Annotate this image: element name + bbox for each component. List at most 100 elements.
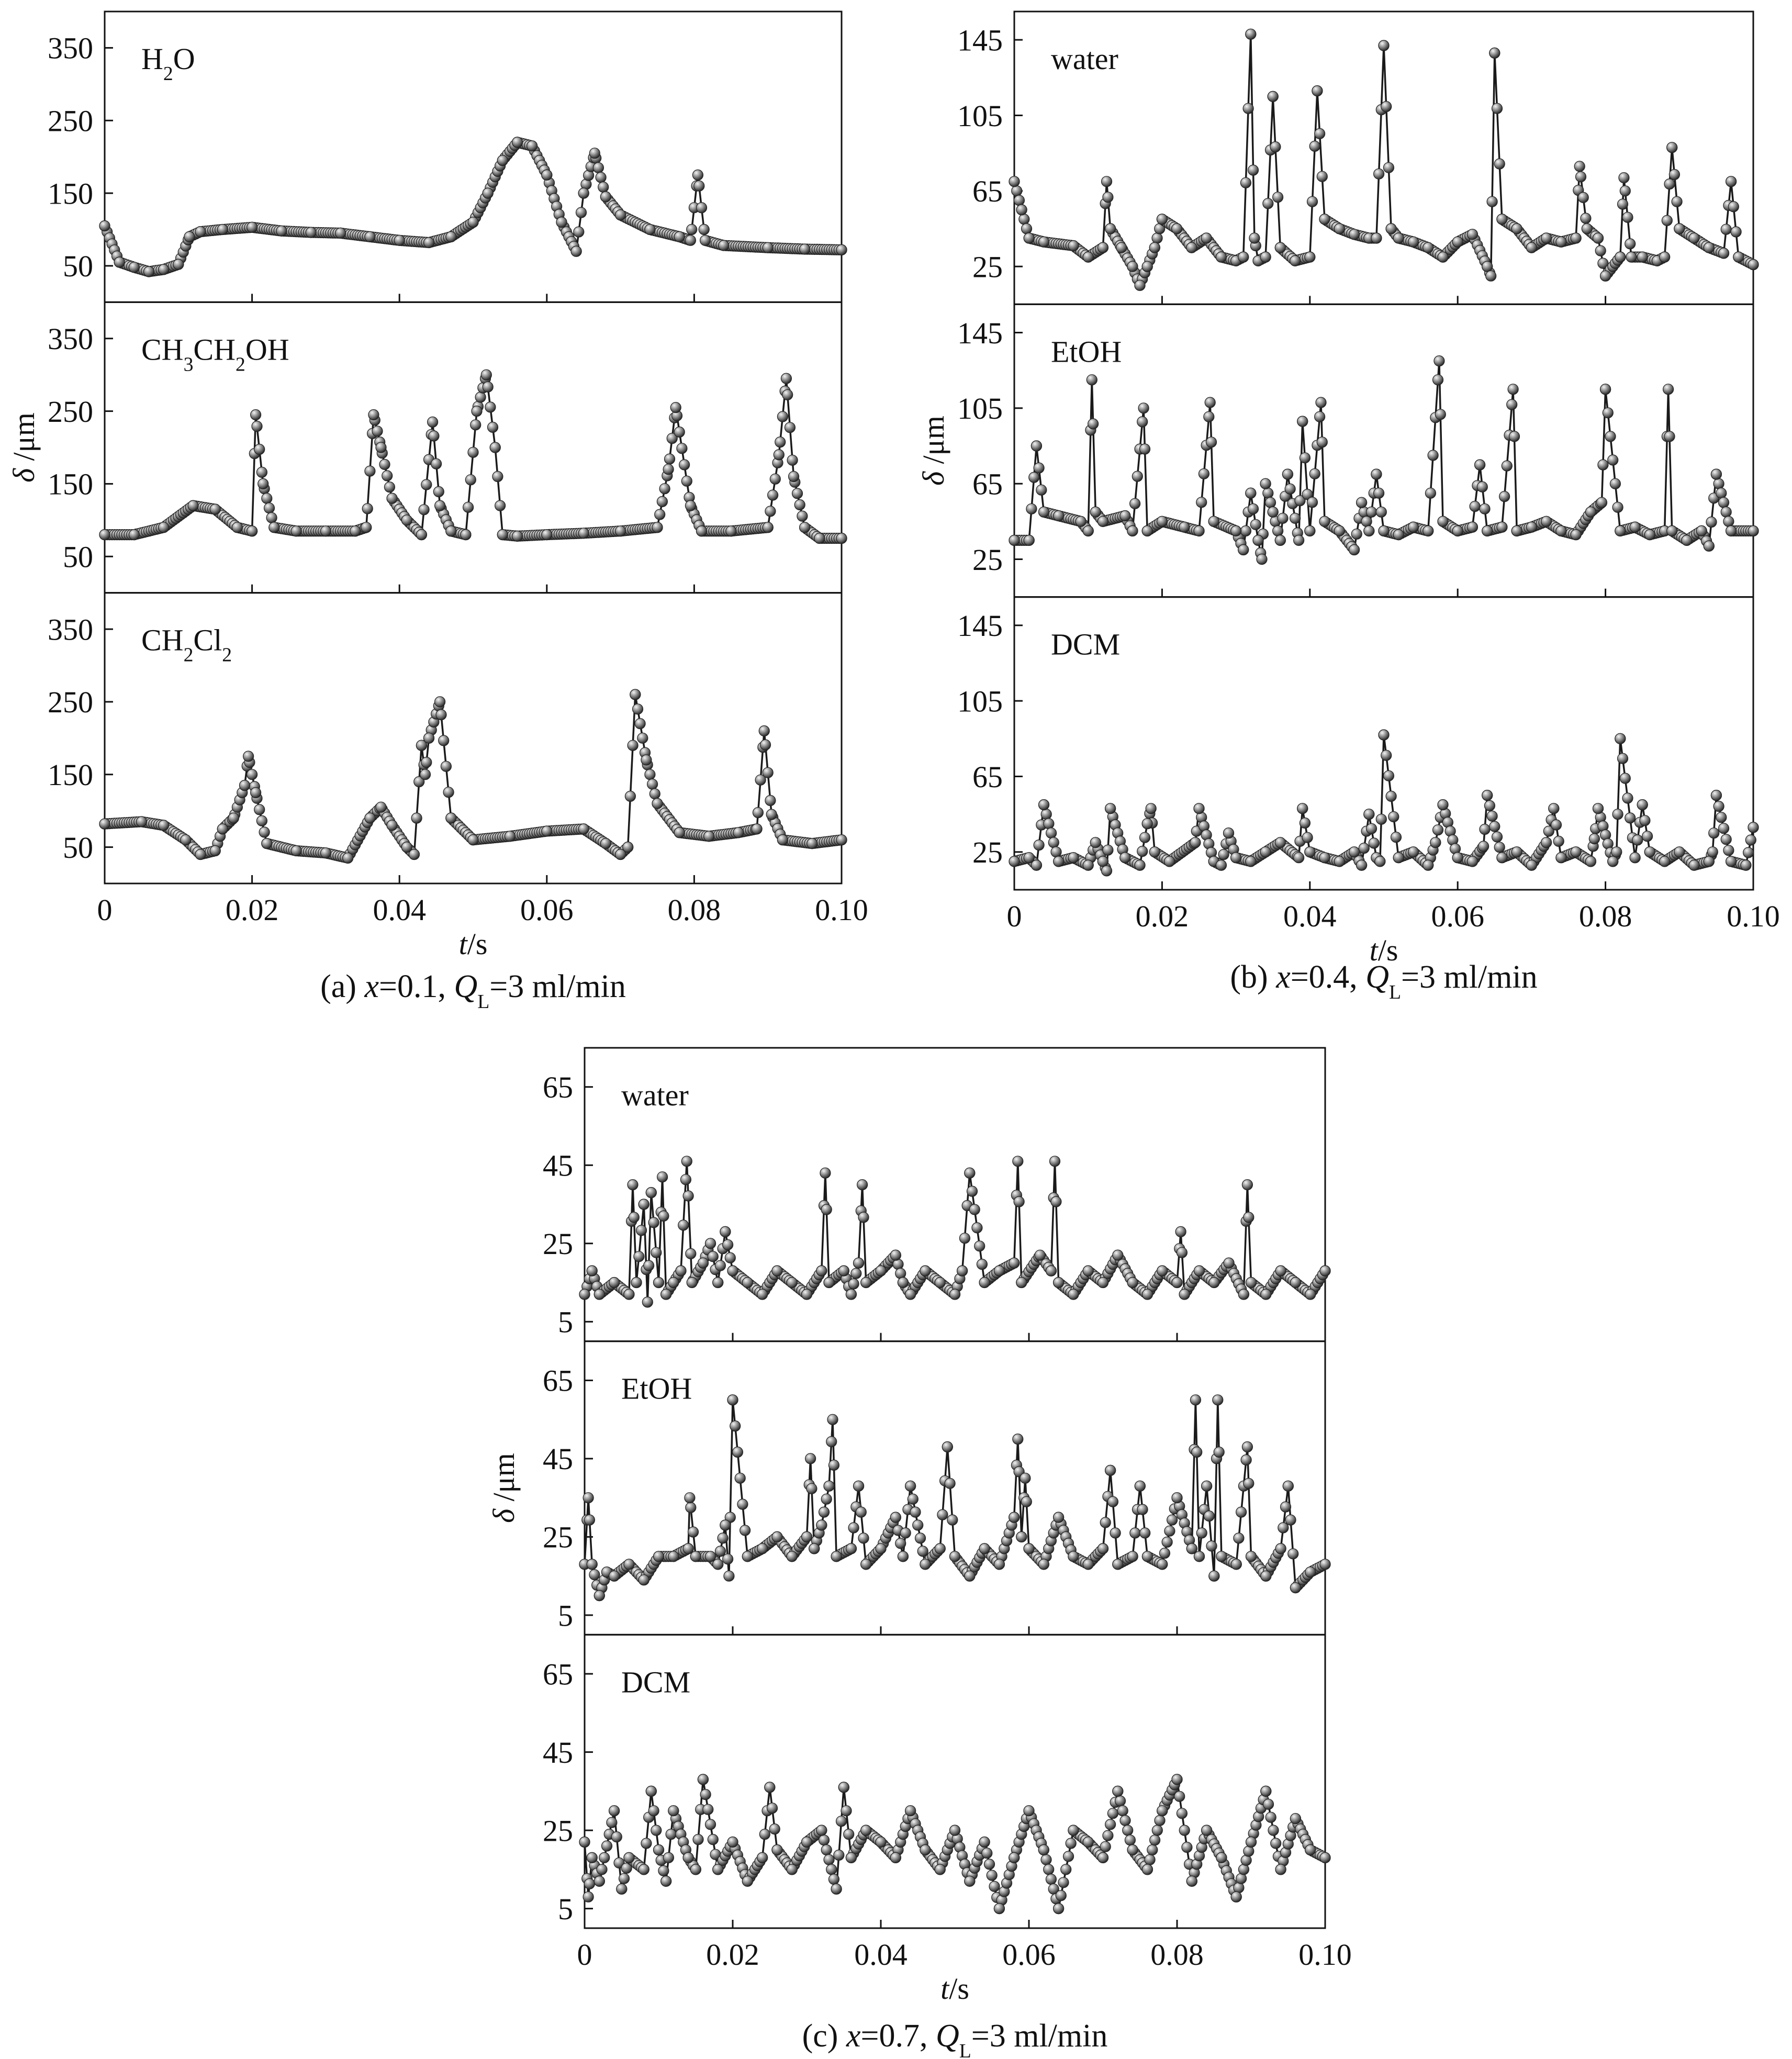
data-point: [586, 1265, 598, 1277]
caption-prefix: (b): [1230, 959, 1276, 995]
data-point: [1068, 1289, 1079, 1300]
data-point: [579, 1289, 590, 1300]
data-point: [1491, 831, 1503, 843]
data-point: [900, 1527, 911, 1539]
data-point: [1190, 1394, 1201, 1406]
data-point: [1619, 773, 1631, 784]
data-point: [1302, 488, 1313, 500]
data-point: [680, 1174, 692, 1185]
data-point: [820, 1167, 831, 1179]
data-point: [1016, 1531, 1027, 1542]
data-point: [1040, 809, 1052, 820]
data-point: [608, 1277, 620, 1289]
data-point: [762, 522, 774, 533]
data-point: [1580, 212, 1592, 224]
data-point: [1236, 1873, 1247, 1884]
x-tick-label: 0.02: [1136, 899, 1189, 933]
data-point: [1305, 1844, 1316, 1856]
data-point: [254, 804, 265, 815]
data-point: [1688, 232, 1700, 244]
data-point: [1023, 852, 1035, 864]
caption-q-sub: L: [477, 991, 489, 1013]
y-tick-label: 150: [48, 176, 93, 210]
data-point: [787, 454, 798, 466]
data-point: [1082, 859, 1094, 871]
y-tick-label: 5: [558, 1305, 573, 1339]
data-point: [1245, 1277, 1257, 1289]
data-point: [1368, 837, 1380, 849]
data-point: [1230, 525, 1242, 537]
data-point: [1720, 223, 1732, 235]
data-point: [1107, 1496, 1118, 1507]
data-point: [959, 1233, 971, 1244]
data-point: [583, 1492, 594, 1504]
data-point: [1204, 397, 1216, 408]
data-point: [1541, 516, 1552, 527]
data-point: [1275, 1543, 1286, 1554]
data-point: [1595, 245, 1606, 256]
y-tick-label: 25: [972, 835, 1003, 869]
data-point: [1466, 521, 1478, 533]
data-point: [1681, 534, 1693, 546]
data-point: [1107, 1808, 1118, 1819]
data-point: [897, 1277, 909, 1289]
data-point: [1223, 827, 1235, 839]
data-point: [1203, 411, 1215, 422]
data-point: [1617, 753, 1629, 764]
y-axis-var: δ: [7, 468, 41, 483]
data-point: [964, 1875, 976, 1887]
data-point: [256, 466, 267, 478]
data-point: [1193, 1265, 1205, 1277]
data-point: [780, 373, 792, 384]
data-point: [1124, 1834, 1136, 1846]
data-point: [1494, 158, 1505, 170]
data-point: [1171, 223, 1183, 234]
data-point: [1090, 506, 1101, 518]
data-point: [989, 1881, 1000, 1892]
data-point: [804, 1453, 816, 1464]
data-point: [1193, 1551, 1205, 1562]
data-point: [1090, 837, 1101, 848]
data-point: [848, 1522, 859, 1534]
data-point: [1105, 1464, 1116, 1476]
data-point: [807, 837, 818, 849]
data-point: [1141, 1289, 1153, 1300]
data-point: [622, 841, 634, 853]
data-point: [1268, 1825, 1279, 1836]
data-point: [875, 1836, 887, 1848]
data-point: [1373, 168, 1385, 180]
data-point: [762, 242, 774, 253]
data-point: [470, 419, 481, 431]
data-point: [838, 1265, 849, 1277]
data-point: [1393, 232, 1404, 244]
data-point: [836, 244, 847, 255]
data-point: [195, 848, 206, 860]
data-point: [596, 1864, 608, 1875]
data-point: [833, 1849, 845, 1861]
data-point: [1710, 468, 1722, 480]
y-tick-label: 250: [48, 395, 93, 429]
x-tick-label: 0: [577, 1938, 592, 1972]
data-point: [1112, 1559, 1124, 1570]
data-point: [1105, 1819, 1116, 1830]
data-point: [1252, 534, 1264, 546]
data-point: [816, 1825, 827, 1836]
data-point: [1241, 1179, 1253, 1191]
data-point: [611, 1831, 622, 1843]
data-point: [1430, 837, 1441, 848]
data-point: [1116, 242, 1127, 253]
data-point: [981, 1848, 993, 1859]
data-point: [897, 1551, 909, 1562]
data-point: [578, 823, 589, 835]
data-point: [801, 1836, 813, 1848]
data-point: [1105, 223, 1116, 234]
data-point: [1496, 521, 1508, 533]
data-point: [699, 234, 711, 246]
y-axis-label: δ /μm: [916, 416, 950, 486]
data-point: [742, 1875, 753, 1887]
data-point: [821, 1204, 832, 1215]
data-point: [1629, 521, 1641, 533]
data-point: [1575, 171, 1587, 183]
data-point: [1193, 525, 1205, 537]
data-point: [1666, 525, 1678, 537]
